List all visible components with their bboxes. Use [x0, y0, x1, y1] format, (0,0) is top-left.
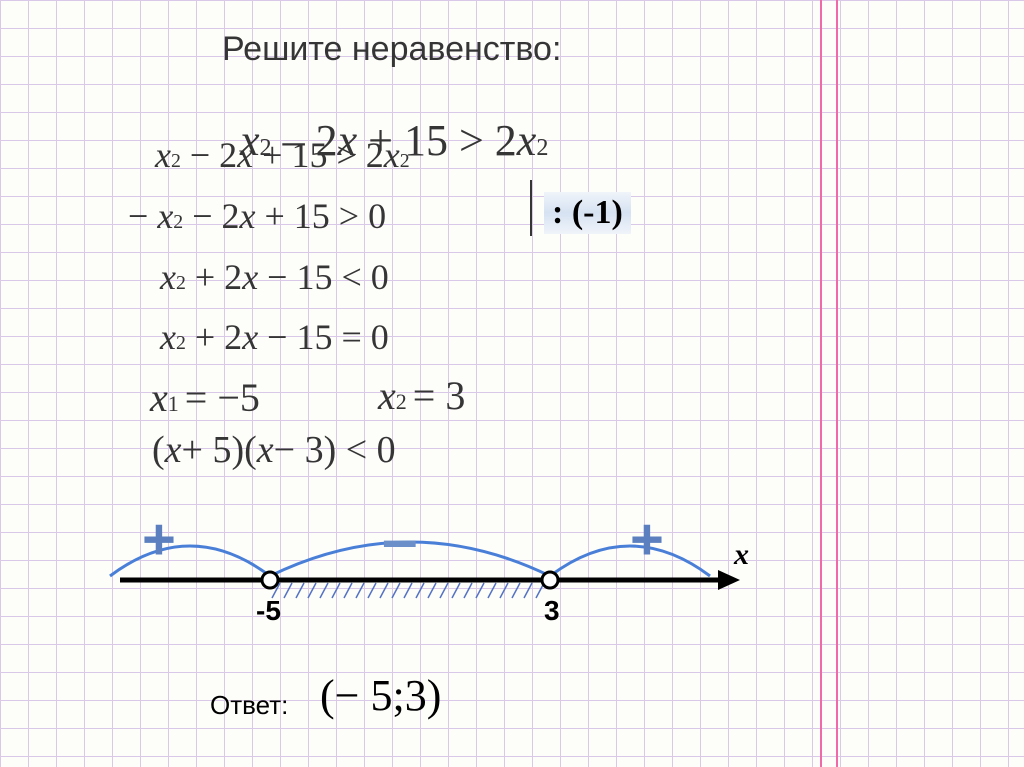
divide-separator — [530, 180, 532, 236]
root-x1: x1= −5 — [150, 374, 260, 421]
sign-plus-right: + — [630, 506, 664, 573]
axis-label: x — [733, 540, 749, 571]
sign-plus-left: + — [142, 506, 176, 573]
answer-interval: (− 5;3) — [320, 670, 441, 721]
eq-line2: − x2 − 2x + 15 > 0 — [128, 195, 386, 237]
eq-line3: x2 + 2x − 15 < 0 — [160, 256, 389, 298]
number-line: -5 3 x + – + — [40, 540, 760, 670]
page-title: Решите неравенство: — [222, 30, 561, 69]
hatch-region — [272, 583, 544, 598]
eq-line1: x2 − 2x + 15 > 2x2 — [155, 134, 410, 176]
point-left-label: -5 — [256, 595, 281, 626]
point-right — [542, 572, 558, 588]
eq-factored: (x + 5)(x − 3) < 0 — [152, 428, 396, 472]
eq-line4: x2 + 2x − 15 = 0 — [160, 316, 389, 358]
margin-line-right — [836, 0, 838, 767]
point-right-label: 3 — [544, 595, 560, 626]
root-x2: x2= 3 — [378, 372, 465, 419]
divide-note: : (-1) — [544, 192, 631, 234]
arc-left — [110, 546, 270, 576]
sign-minus-mid: – — [382, 502, 418, 576]
axis-arrow — [718, 570, 740, 590]
point-left — [262, 572, 278, 588]
margin-line-left — [820, 0, 822, 767]
answer-label: Ответ: — [210, 690, 288, 721]
